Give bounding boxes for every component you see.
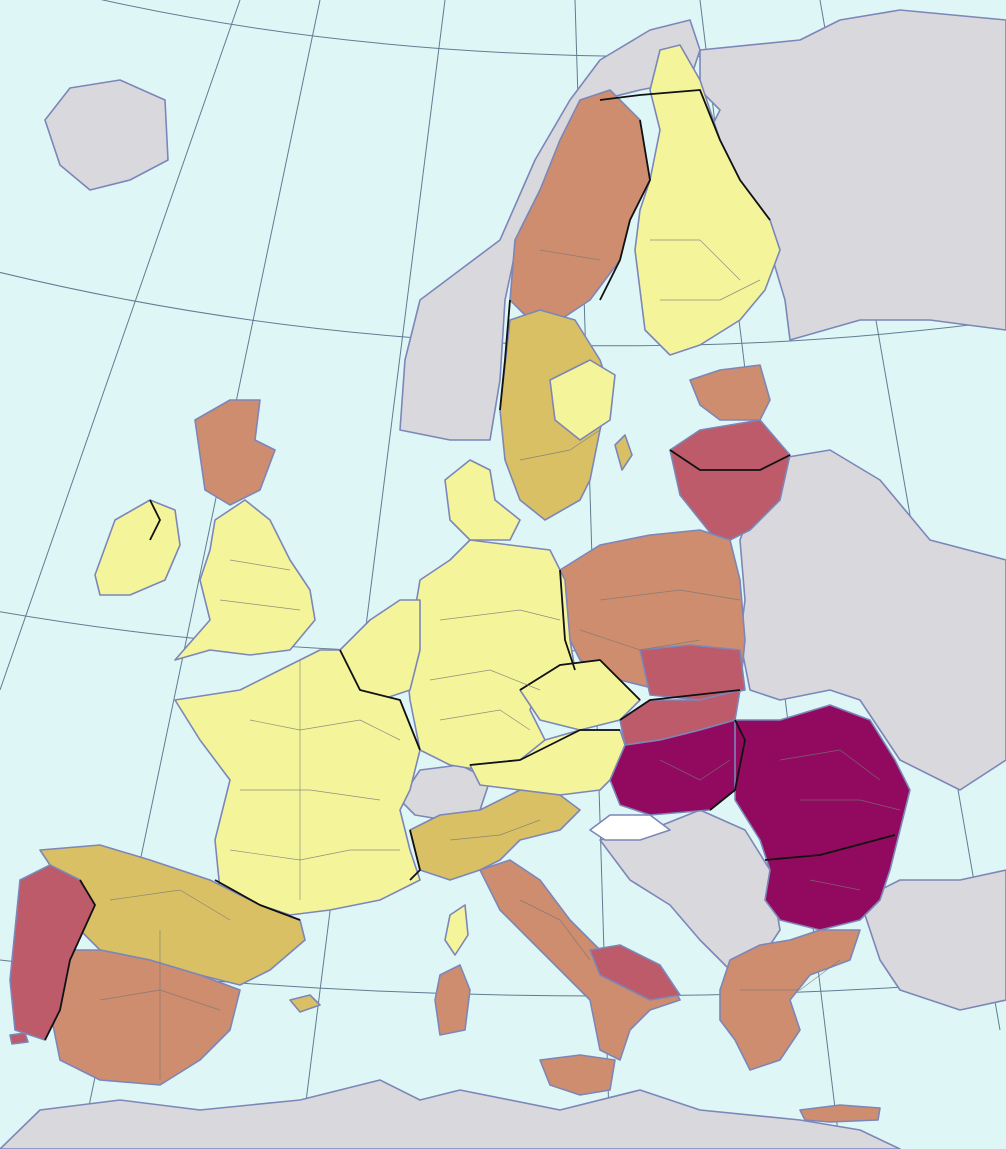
region-italy-north (409, 789, 581, 881)
region-crete (799, 1104, 881, 1123)
region-sicily (539, 1054, 616, 1096)
region-france (174, 649, 421, 916)
regional-boundaries (99, 239, 901, 1080)
region-finland (634, 44, 781, 356)
meridian-line (0, 0, 241, 691)
region-poland-east (639, 644, 746, 701)
region-italy-south (479, 859, 681, 1061)
eu-regions (9, 44, 911, 1123)
region-slovenia (589, 814, 671, 841)
region-switzerland (399, 764, 491, 821)
region-estonia (689, 364, 771, 421)
region-iceland (44, 79, 169, 191)
region-germany (404, 539, 576, 771)
region-latvia-lithuania (669, 419, 791, 546)
region-sardinia (434, 964, 471, 1036)
region-corsica (444, 904, 469, 956)
region-denmark (444, 459, 521, 541)
region-uk-south (174, 499, 316, 661)
region-turkey (859, 869, 1006, 1011)
meridian-line (299, 0, 446, 1149)
region-uk-north (194, 399, 276, 506)
region-puglia (589, 944, 681, 1001)
national-borders (44, 89, 896, 1041)
region-sweden-middle (549, 359, 616, 441)
region-spain-south (49, 949, 241, 1086)
region-greece (719, 929, 861, 1071)
region-balearics (289, 994, 321, 1013)
region-gotland (614, 434, 633, 471)
region-north-africa (0, 1079, 901, 1149)
region-madeira (9, 1032, 29, 1045)
